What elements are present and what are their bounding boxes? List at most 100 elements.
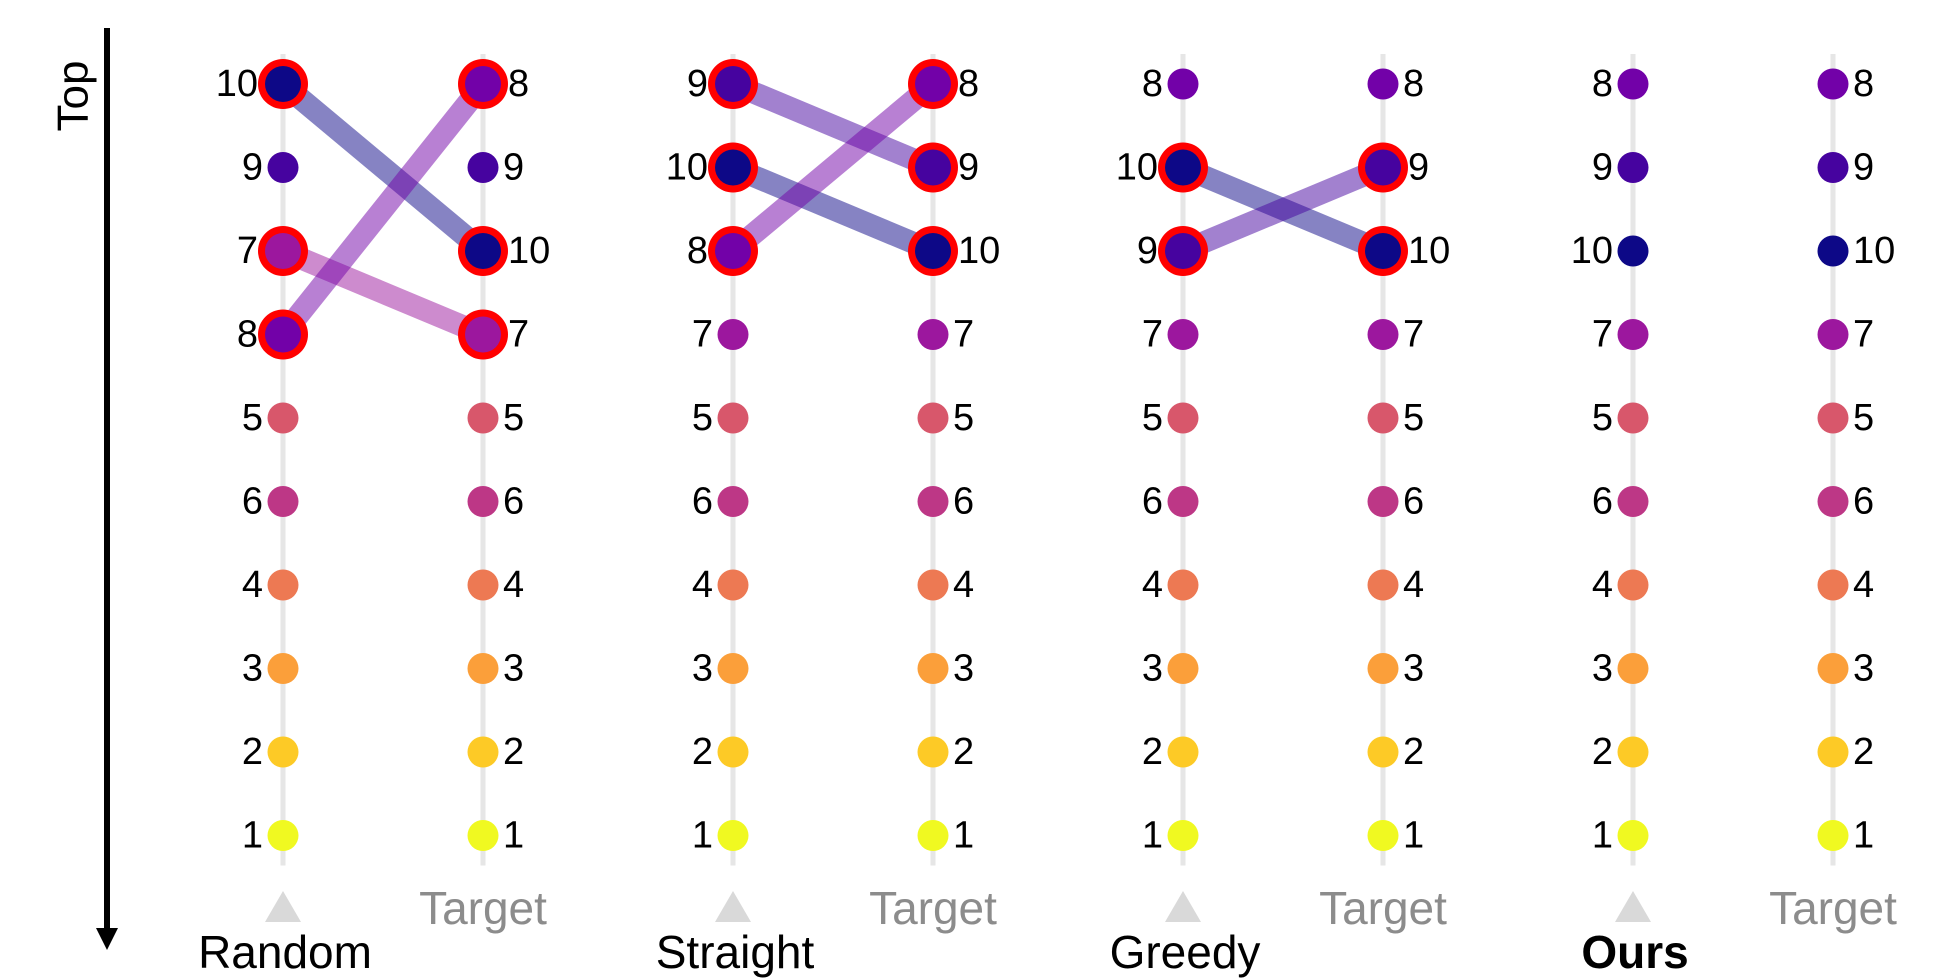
rank-dot <box>1367 653 1399 684</box>
rank-dot <box>1617 569 1649 601</box>
rank-dot <box>1817 319 1849 350</box>
rank-dot <box>717 402 749 434</box>
rank-dot <box>1367 319 1399 350</box>
target-label: Target <box>1769 882 1897 934</box>
rank-number: 5 <box>1592 397 1613 439</box>
rank-dot <box>1617 235 1649 267</box>
rank-dot <box>717 820 749 851</box>
swap-band <box>274 77 492 342</box>
rank-number: 9 <box>1137 230 1158 272</box>
rank-number: 7 <box>1142 314 1163 356</box>
rank-number: 8 <box>687 230 708 272</box>
rank-number: 10 <box>1408 230 1450 272</box>
rank-number: 8 <box>1403 63 1424 105</box>
rank-number: 10 <box>508 230 550 272</box>
arrow-down-icon <box>96 928 118 950</box>
swap-band <box>728 157 938 262</box>
rank-number: 10 <box>216 63 258 105</box>
rank-dot <box>717 569 749 601</box>
rank-number: 2 <box>953 731 974 773</box>
swap-band <box>725 75 941 260</box>
rank-dot <box>917 569 949 601</box>
rank-number: 7 <box>1592 314 1613 356</box>
rank-dot <box>715 66 751 102</box>
rank-number: 9 <box>958 147 979 189</box>
rank-number: 6 <box>1592 481 1613 523</box>
rank-dot <box>1817 569 1849 601</box>
rank-dot <box>1617 486 1649 517</box>
rank-dot <box>267 653 299 684</box>
triangle-up-icon <box>715 891 751 922</box>
rank-dot <box>467 152 499 183</box>
rank-number: 2 <box>1592 731 1613 773</box>
rank-number: 10 <box>1853 230 1895 272</box>
rank-number: 5 <box>242 397 263 439</box>
rank-number: 5 <box>953 397 974 439</box>
rank-number: 4 <box>503 564 524 606</box>
rank-number: 7 <box>1853 314 1874 356</box>
rank-number: 1 <box>1853 815 1874 857</box>
rank-dot <box>1367 736 1399 768</box>
rank-number: 3 <box>692 648 713 690</box>
rank-number: 3 <box>503 648 524 690</box>
rank-dot <box>1167 486 1199 517</box>
rank-dot <box>467 653 499 684</box>
rank-number: 2 <box>1403 731 1424 773</box>
swap-band <box>278 240 488 345</box>
swap-band <box>1178 157 1388 262</box>
rank-dot <box>915 66 951 102</box>
rank-dot <box>1367 68 1399 100</box>
rank-dot <box>1167 319 1199 350</box>
rank-dot <box>715 233 751 269</box>
rank-number: 5 <box>692 397 713 439</box>
rank-number: 3 <box>1403 648 1424 690</box>
rank-dot <box>717 653 749 684</box>
rank-number: 6 <box>1853 481 1874 523</box>
rank-dot <box>1817 402 1849 434</box>
rank-number: 5 <box>1403 397 1424 439</box>
rank-number: 4 <box>242 564 263 606</box>
rank-dot <box>1617 653 1649 684</box>
method-label-greedy: Greedy <box>1110 926 1261 978</box>
rank-number: 5 <box>1142 397 1163 439</box>
rank-dot <box>1617 68 1649 100</box>
rank-number: 4 <box>1403 564 1424 606</box>
rank-dot <box>267 152 299 183</box>
rank-dot <box>265 66 301 102</box>
rank-number: 4 <box>1592 564 1613 606</box>
rank-dot <box>465 66 501 102</box>
rank-dot <box>915 149 951 186</box>
rank-number: 3 <box>1592 648 1613 690</box>
rank-dot <box>1817 486 1849 517</box>
target-label: Target <box>419 882 547 934</box>
rank-dot <box>1817 653 1849 684</box>
target-label: Target <box>1319 882 1447 934</box>
rank-dot <box>1367 486 1399 517</box>
rank-number: 9 <box>687 63 708 105</box>
rank-number: 3 <box>1853 648 1874 690</box>
rank-number: 10 <box>1116 147 1158 189</box>
rank-dot <box>465 316 501 353</box>
rank-dot <box>267 736 299 768</box>
rank-number: 4 <box>1142 564 1163 606</box>
rank-number: 7 <box>237 230 258 272</box>
rank-number: 9 <box>242 147 263 189</box>
rank-dot <box>1817 68 1849 100</box>
rank-dot <box>917 402 949 434</box>
rank-number: 3 <box>953 648 974 690</box>
rank-dot <box>1367 820 1399 851</box>
rank-number: 1 <box>953 815 974 857</box>
swap-band <box>275 75 491 260</box>
rank-dot <box>467 820 499 851</box>
rank-dot <box>1617 319 1649 350</box>
rank-dot <box>267 820 299 851</box>
panel-random: 10 9 7 8 5 6 4 3 2 1 8 9 10 7 5 6 4 3 2 1 Target Random <box>198 54 550 978</box>
panels: 10 9 7 8 5 6 4 3 2 1 8 9 10 7 5 6 4 3 2 1 Target Random 9 10 8 7 5… <box>198 54 1897 978</box>
rank-number: 9 <box>1592 147 1613 189</box>
rank-number: 5 <box>503 397 524 439</box>
rank-dot <box>917 653 949 684</box>
rank-number: 6 <box>1403 481 1424 523</box>
rank-number: 9 <box>1853 147 1874 189</box>
rank-dot <box>1167 402 1199 434</box>
rank-number: 8 <box>1853 63 1874 105</box>
